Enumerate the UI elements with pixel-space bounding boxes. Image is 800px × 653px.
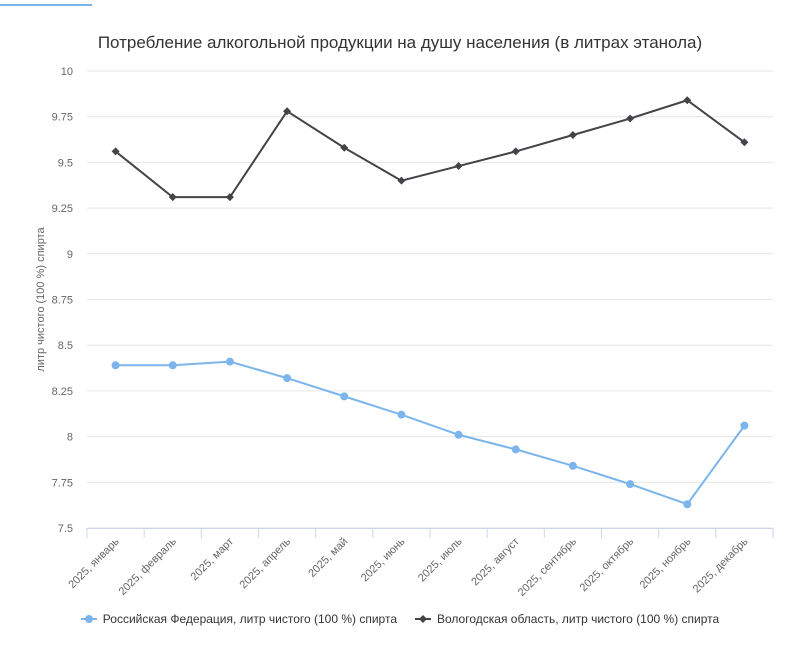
y-axis-title: литр чистого (100 %) спирта: [35, 227, 47, 372]
data-point: [740, 421, 749, 430]
y-tick-label: 8.75: [52, 295, 73, 307]
data-point: [511, 147, 520, 156]
y-tick-label: 7.75: [52, 477, 73, 489]
data-point: [683, 96, 692, 105]
data-point: [168, 361, 177, 370]
active-tab-indicator: [0, 4, 92, 6]
y-tick-label: 8.25: [52, 386, 73, 398]
y-tick-label: 8.5: [58, 340, 73, 352]
y-tick-label: 7.5: [58, 523, 73, 535]
series-line-1: [114, 99, 746, 199]
data-point: [340, 392, 349, 401]
legend-item[interactable]: Российская Федерация, литр чистого (100 …: [80, 612, 397, 626]
legend: Российская Федерация, литр чистого (100 …: [0, 612, 800, 626]
x-tick-label: 2025, июль: [416, 535, 465, 584]
x-tick-label: 2025, апрель: [238, 535, 294, 591]
data-point: [568, 461, 577, 470]
data-point: [225, 193, 234, 202]
x-tick-label: 2025, январь: [66, 535, 122, 591]
x-tick-label: 2025, ноябрь: [638, 535, 694, 591]
y-tick-label: 10: [61, 66, 73, 78]
x-tick-label: 2025, май: [306, 536, 350, 580]
y-tick-label: 9: [67, 249, 73, 261]
legend-item[interactable]: Вологодская область, литр чистого (100 %…: [415, 612, 719, 626]
y-tick-label: 9.75: [52, 112, 73, 124]
data-point: [454, 430, 463, 439]
y-tick-label: 8: [67, 432, 73, 444]
data-point: [740, 138, 749, 147]
y-tick-label: 9.5: [58, 157, 73, 169]
x-tick-label: 2025, август: [469, 536, 522, 589]
data-point: [111, 361, 120, 370]
data-point: [111, 147, 120, 156]
data-point: [340, 143, 349, 152]
data-point: [626, 480, 635, 489]
x-tick-label: 2025, февраль: [117, 535, 179, 597]
data-point: [168, 193, 177, 202]
data-point: [397, 176, 406, 185]
legend-symbol-icon: [415, 615, 431, 623]
data-point: [626, 114, 635, 123]
data-point: [283, 107, 292, 116]
series-line-0: [115, 360, 746, 506]
y-tick-label: 9.25: [52, 203, 73, 215]
x-tick-label: 2025, октябрь: [578, 535, 637, 594]
data-point: [225, 357, 234, 366]
x-tick-label: 2025, декабрь: [691, 535, 751, 595]
data-point: [511, 445, 520, 454]
chart-title: Потребление алкогольной продукции на душ…: [97, 33, 703, 52]
legend-symbol-icon: [80, 615, 97, 623]
data-point: [397, 410, 406, 419]
x-tick-label: 2025, сентябрь: [516, 535, 579, 598]
legend-label: Вологодская область, литр чистого (100 %…: [437, 612, 720, 626]
x-tick-label: 2025, март: [189, 536, 237, 584]
x-tick-label: 2025, июнь: [359, 535, 408, 584]
data-point: [283, 374, 292, 383]
data-point: [683, 500, 692, 509]
legend-label: Российская Федерация, литр чистого (100 …: [102, 612, 397, 626]
data-point: [568, 130, 577, 139]
data-point: [454, 162, 463, 171]
